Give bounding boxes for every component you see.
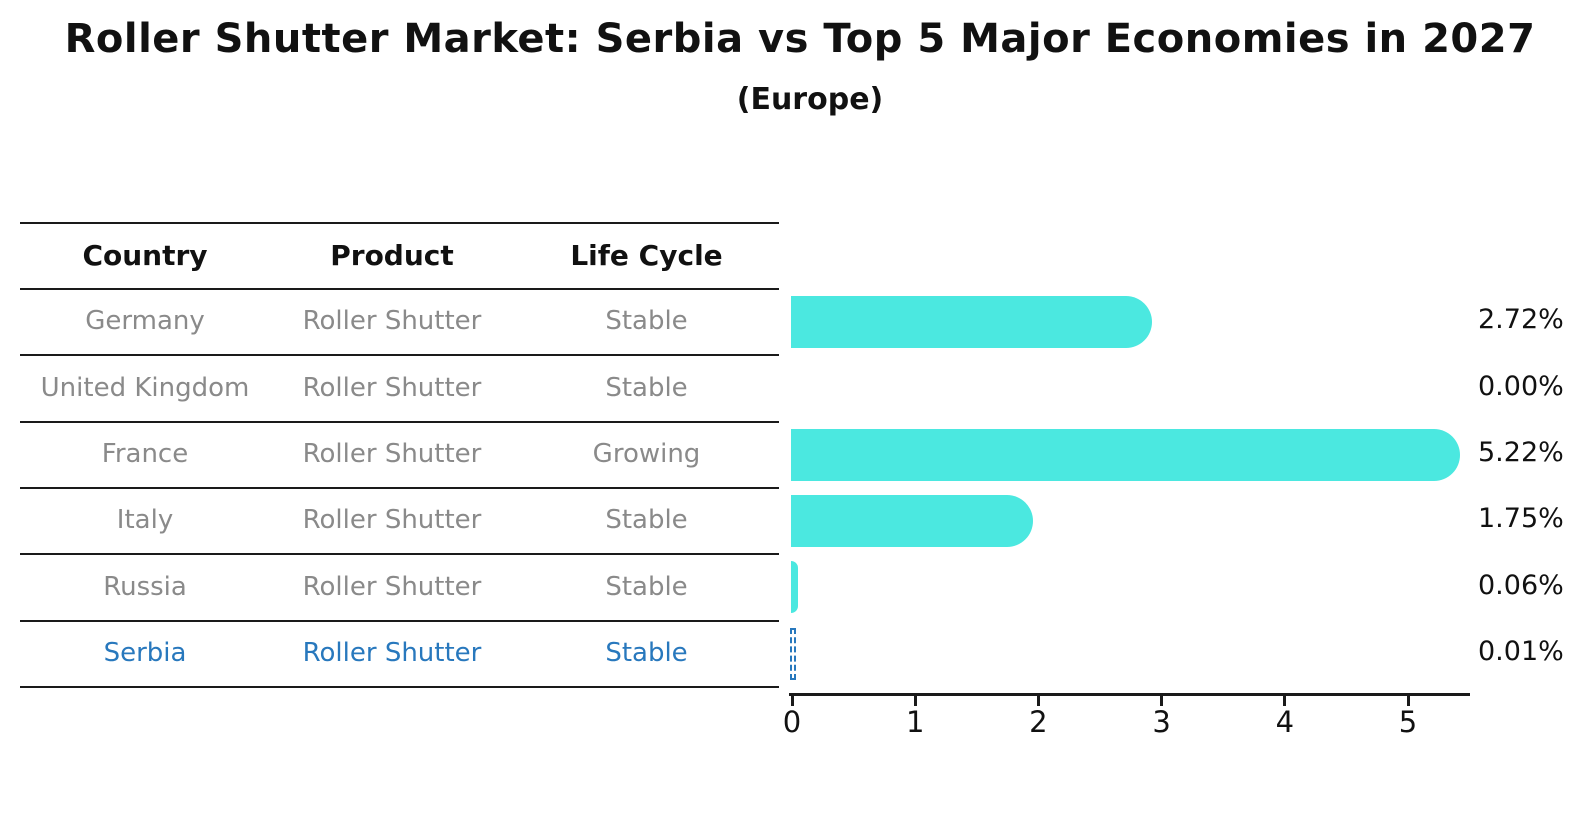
bar-serbia-dashed	[790, 628, 796, 680]
x-tick-label: 1	[905, 705, 925, 739]
x-tick	[1406, 696, 1410, 706]
table-cell-life-cycle: Growing	[592, 439, 701, 469]
table-row-line	[20, 222, 779, 224]
table-cell-life-cycle: Stable	[605, 638, 688, 668]
value-label: 2.72%	[1478, 304, 1564, 335]
table-row-line	[20, 620, 779, 622]
bar-russia	[791, 561, 798, 613]
table-cell-country: United Kingdom	[40, 372, 250, 403]
table-cell-life-cycle: Stable	[605, 571, 688, 602]
value-label: 1.75%	[1478, 503, 1564, 534]
table-cell-life-cycle: Stable	[605, 306, 688, 336]
table-row: Russia Roller Shutter Stable	[20, 553, 779, 620]
table-cell-product: Roller Shutter	[302, 372, 482, 403]
x-tick-label: 4	[1275, 705, 1295, 739]
table-cell-country: Italy	[116, 505, 174, 535]
table-cell-product: Roller Shutter	[302, 439, 482, 469]
value-label: 0.06%	[1478, 569, 1564, 601]
table-row-line	[20, 354, 779, 356]
table-header-row: Country Product Life Cycle	[20, 222, 779, 288]
value-label: 0.00%	[1478, 370, 1564, 402]
x-tick-label: 2	[1029, 705, 1048, 739]
value-label: 5.22%	[1478, 437, 1564, 468]
table-row-line	[20, 288, 779, 290]
table-row-line	[20, 553, 779, 555]
table-cell-life-cycle: Stable	[605, 505, 688, 535]
value-label: 0.01%	[1478, 636, 1564, 667]
table-cell-product: Roller Shutter	[302, 505, 482, 535]
table-cell-product: Roller Shutter	[302, 306, 482, 336]
table-header-life-cycle: Life Cycle	[570, 238, 723, 272]
table-row: Germany Roller Shutter Stable	[20, 288, 779, 354]
x-tick	[1283, 696, 1287, 706]
x-axis-line	[789, 693, 1470, 696]
chart-subtitle: (Europe)	[736, 82, 884, 117]
table-row: Italy Roller Shutter Stable	[20, 487, 779, 553]
table-header-country: Country	[82, 238, 208, 272]
table-row: France Roller Shutter Growing	[20, 421, 779, 487]
x-tick	[1036, 696, 1040, 706]
table-cell-country: Serbia	[103, 638, 187, 668]
x-tick	[790, 696, 794, 706]
bar-germany	[791, 296, 1152, 348]
x-tick-label: 3	[1152, 705, 1171, 739]
chart-title: Roller Shutter Market: Serbia vs Top 5 M…	[64, 16, 1536, 62]
table-cell-life-cycle: Stable	[605, 372, 688, 403]
x-tick-label: 0	[782, 705, 802, 739]
x-tick	[1160, 696, 1164, 706]
table-row-line	[20, 686, 779, 688]
table-row: United Kingdom Roller Shutter Stable	[20, 354, 779, 421]
x-tick-label: 5	[1398, 705, 1418, 739]
table-row-line	[20, 421, 779, 423]
table-header-product: Product	[330, 238, 454, 272]
table-cell-country: France	[101, 439, 189, 469]
x-tick	[913, 696, 917, 706]
table-row: Serbia Roller Shutter Stable	[20, 620, 779, 686]
table-cell-product: Roller Shutter	[302, 638, 482, 668]
table-cell-country: Germany	[85, 306, 205, 336]
table-row-line	[20, 487, 779, 489]
bar-france	[791, 429, 1460, 481]
table-cell-country: Russia	[103, 571, 187, 602]
table-cell-product: Roller Shutter	[302, 571, 482, 602]
bar-italy	[791, 495, 1033, 547]
